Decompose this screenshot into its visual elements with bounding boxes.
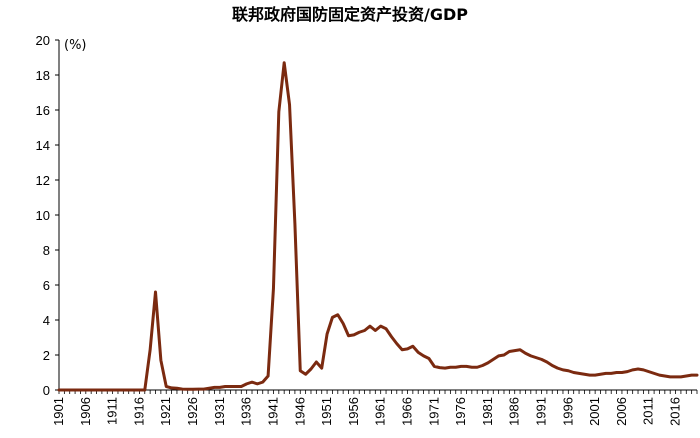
x-tick-label: 2016 bbox=[668, 397, 683, 426]
x-tick-label: 1961 bbox=[373, 397, 388, 426]
x-tick-label: 1976 bbox=[453, 397, 468, 426]
x-tick-label: 1946 bbox=[292, 397, 307, 426]
y-tick-label: 6 bbox=[43, 278, 50, 293]
y-tick-label: 14 bbox=[36, 138, 50, 153]
x-tick-label: 2001 bbox=[587, 397, 602, 426]
x-tick-label: 1936 bbox=[239, 397, 254, 426]
series-layer bbox=[57, 61, 699, 392]
x-tick-label: 1906 bbox=[78, 397, 93, 426]
x-tick-label: 1981 bbox=[480, 397, 495, 426]
y-tick-label: 8 bbox=[43, 243, 50, 258]
y-tick-label: 16 bbox=[36, 103, 50, 118]
x-tick-label: 1921 bbox=[158, 397, 173, 426]
x-tick-label: 1971 bbox=[426, 397, 441, 426]
x-tick-label: 1966 bbox=[399, 397, 414, 426]
x-tick-label: 1926 bbox=[185, 397, 200, 426]
x-tick-label: 1991 bbox=[534, 397, 549, 426]
x-tick-label: 1901 bbox=[51, 397, 66, 426]
x-tick-label: 2011 bbox=[641, 397, 656, 425]
y-axis-unit-label: (%) bbox=[64, 38, 87, 53]
x-tick-label: 1986 bbox=[507, 397, 522, 426]
y-tick-label: 0 bbox=[43, 383, 50, 398]
x-tick-label: 2006 bbox=[614, 397, 629, 426]
x-tick-label: 1931 bbox=[212, 397, 227, 426]
y-tick-label: 2 bbox=[43, 348, 50, 363]
x-tick-label: 1941 bbox=[265, 397, 280, 426]
series-line bbox=[57, 61, 699, 392]
y-tick-label: 10 bbox=[36, 208, 50, 223]
y-tick-label: 18 bbox=[36, 68, 50, 83]
y-tick-label: 20 bbox=[36, 33, 50, 48]
x-tick-label: 1951 bbox=[319, 397, 334, 426]
x-tick-label: 1956 bbox=[346, 397, 361, 426]
x-tick-label: 1916 bbox=[131, 397, 146, 426]
y-tick-label: 4 bbox=[43, 313, 50, 328]
x-tick-label: 1996 bbox=[560, 397, 575, 426]
chart-title: 联邦政府国防固定资产投资/GDP bbox=[232, 5, 468, 24]
y-tick-label: 12 bbox=[36, 173, 50, 188]
axes-group: 0 2 4 6 8 10 12 14 16 18 20 1901 1906 1911 1916 1921 192… bbox=[36, 33, 698, 426]
x-tick-label: 1911 bbox=[105, 397, 120, 425]
